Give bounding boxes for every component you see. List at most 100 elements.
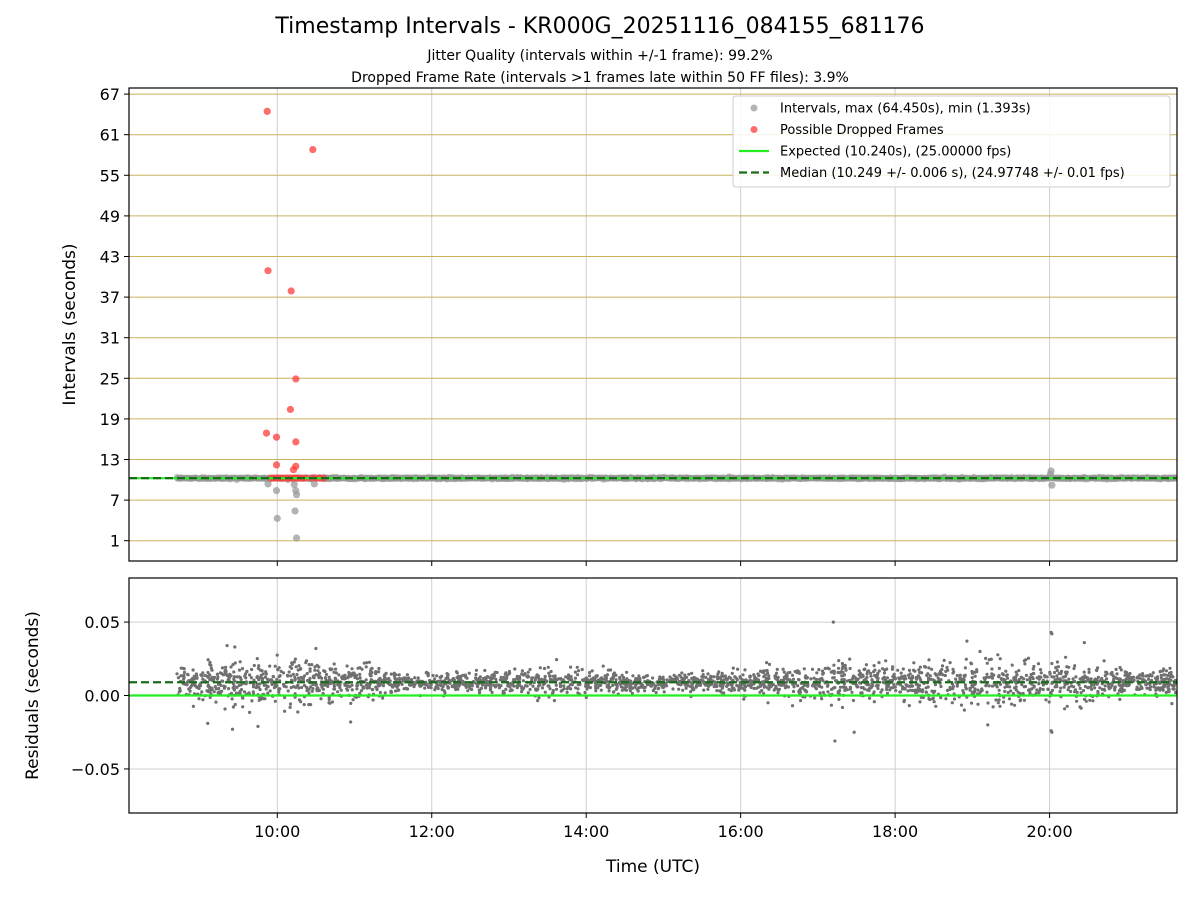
- legend-label: Expected (10.240s), (25.00000 fps): [780, 145, 1011, 160]
- residual-point: [1073, 688, 1078, 692]
- residual-point: [942, 658, 946, 663]
- residual-point: [273, 699, 277, 703]
- residual-point: [1021, 691, 1025, 696]
- residual-point: [899, 671, 903, 675]
- residual-point: [908, 672, 912, 676]
- residual-point: [951, 671, 955, 675]
- residual-point: [786, 678, 790, 682]
- residual-point: [990, 676, 995, 680]
- residual-point: [251, 685, 256, 689]
- residual-point: [355, 684, 359, 688]
- residual-point: [651, 676, 655, 680]
- residual-point: [225, 673, 229, 678]
- residual-point: [823, 666, 827, 671]
- residual-point: [474, 672, 478, 677]
- residual-point: [273, 664, 277, 668]
- residual-point: [665, 684, 669, 688]
- residual-point: [955, 673, 959, 678]
- residual-point: [1002, 700, 1006, 704]
- residual-point: [954, 677, 958, 681]
- residual-point: [286, 689, 290, 693]
- legend-marker: [750, 126, 758, 133]
- residual-point: [505, 676, 509, 680]
- residual-point: [763, 684, 767, 689]
- y-tick-label: 61: [100, 126, 120, 145]
- residual-point: [704, 675, 708, 680]
- residual-point: [859, 675, 863, 679]
- residual-point: [249, 676, 253, 680]
- residual-point: [892, 682, 896, 687]
- residual-point: [998, 704, 1002, 708]
- residual-point: [528, 687, 532, 692]
- residual-point: [526, 670, 530, 674]
- residual-point: [869, 671, 873, 675]
- residual-point: [1005, 676, 1010, 680]
- residual-point: [334, 671, 338, 675]
- residual-point: [248, 710, 252, 715]
- residual-point: [813, 685, 817, 689]
- y-tick-label: 1: [110, 532, 120, 551]
- residual-point: [912, 661, 916, 665]
- residual-point: [1115, 672, 1119, 676]
- residual-point: [235, 691, 239, 695]
- residual-point: [840, 705, 845, 710]
- y-tick-label: 43: [100, 247, 120, 266]
- residual-point: [1078, 686, 1082, 691]
- residual-point: [573, 670, 578, 674]
- residual-point: [368, 674, 372, 678]
- residual-point: [718, 689, 723, 693]
- residual-point: [495, 670, 499, 675]
- residual-point: [543, 674, 547, 679]
- residual-point: [1066, 688, 1070, 692]
- dropped-frame-point: [287, 287, 295, 295]
- residual-point: [419, 684, 423, 688]
- residual-point: [1028, 678, 1032, 682]
- residual-point: [504, 671, 508, 675]
- residual-point: [986, 701, 990, 705]
- residual-point: [1067, 685, 1071, 689]
- residual-point: [815, 671, 819, 675]
- residual-point: [1061, 675, 1065, 679]
- residual-point: [874, 675, 879, 679]
- residual-point: [1030, 687, 1034, 691]
- residual-point: [260, 669, 264, 673]
- residual-point: [939, 684, 943, 689]
- residual-point: [283, 695, 287, 700]
- residual-point: [338, 683, 342, 687]
- grid: [129, 88, 1177, 561]
- residual-point: [270, 682, 274, 687]
- residual-point: [1084, 699, 1088, 703]
- residual-point: [1010, 702, 1014, 706]
- residual-point: [569, 665, 573, 669]
- residual-point: [242, 690, 247, 694]
- legend: Intervals, max (64.450s), min (1.393s)Po…: [732, 95, 1171, 188]
- residual-point: [812, 676, 816, 680]
- residual-point: [431, 673, 435, 678]
- residual-point: [799, 699, 803, 703]
- residual-point: [364, 678, 368, 682]
- residual-point: [961, 689, 965, 693]
- residual-point: [776, 691, 780, 695]
- residual-point: [732, 688, 737, 692]
- residual-point: [1105, 677, 1109, 681]
- residual-point: [997, 666, 1002, 671]
- residuals-panel: 10:00 12:00 14:00 16:00 18:00 20:00−0.050.000…: [23, 577, 1178, 877]
- residual-point: [1073, 664, 1077, 668]
- residual-point: [1089, 677, 1093, 681]
- residual-point: [337, 673, 341, 677]
- residual-point: [1043, 674, 1047, 678]
- residual-point: [765, 668, 769, 673]
- residual-point: [1052, 675, 1056, 679]
- residual-point: [297, 677, 301, 682]
- dropped-frame-point: [272, 461, 281, 469]
- residual-point: [319, 697, 323, 701]
- residual-point: [537, 696, 541, 700]
- residual-point: [1047, 700, 1051, 704]
- residual-point: [661, 675, 665, 679]
- residual-point: [964, 657, 968, 661]
- residual-point: [963, 683, 968, 687]
- residual-point: [836, 666, 841, 670]
- residual-point: [959, 703, 964, 707]
- residual-point: [885, 667, 889, 671]
- residual-point: [494, 677, 498, 681]
